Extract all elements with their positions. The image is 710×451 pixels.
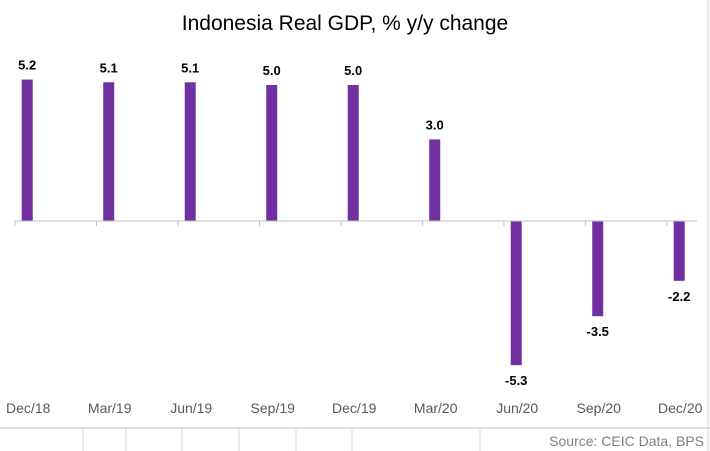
- x-tick-label: Mar/20: [414, 400, 458, 416]
- data-label: 3.0: [426, 117, 444, 132]
- bar-sep-19: [266, 85, 278, 221]
- x-tick-label: Jun/20: [496, 400, 538, 416]
- bar-dec-19: [347, 85, 359, 221]
- x-tick-label: Jun/19: [170, 400, 212, 416]
- x-tick-label: Dec/18: [6, 400, 51, 416]
- bar-mar-19: [103, 82, 115, 221]
- data-label: -5.3: [505, 373, 527, 388]
- bar-dec-18: [21, 79, 33, 221]
- data-label: 5.1: [100, 60, 118, 75]
- data-label: 5.1: [181, 60, 199, 75]
- bar-mar-20: [429, 139, 441, 221]
- bar-dec-20: [673, 221, 685, 281]
- data-label: -2.2: [668, 289, 690, 304]
- x-tick-label: Sep/20: [577, 400, 622, 416]
- bar-jun-20: [510, 221, 522, 366]
- chart-title: Indonesia Real GDP, % y/y change: [182, 12, 508, 35]
- x-tick-label: Sep/19: [251, 400, 296, 416]
- x-tick-label: Dec/19: [332, 400, 377, 416]
- data-label: 5.2: [18, 58, 36, 73]
- bar-sep-20: [592, 221, 604, 317]
- data-label: -3.5: [587, 324, 609, 339]
- data-label: 5.0: [263, 63, 281, 78]
- x-tick-label: Mar/19: [88, 400, 132, 416]
- x-tick-label: Dec/20: [658, 400, 703, 416]
- bar-jun-19: [184, 82, 196, 221]
- data-label: 5.0: [344, 63, 362, 78]
- source-note: Source: CEIC Data, BPS: [549, 433, 704, 449]
